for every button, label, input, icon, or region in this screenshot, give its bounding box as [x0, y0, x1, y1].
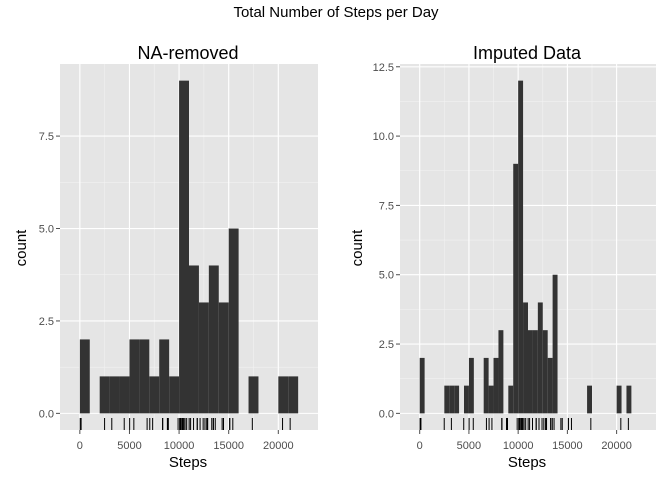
histogram-bar: [159, 339, 170, 414]
histogram-bar: [488, 385, 494, 414]
histogram-bar: [129, 339, 140, 414]
histogram-bar: [616, 385, 622, 414]
histogram-bar: [288, 376, 299, 414]
y-tick-label: 7.5: [39, 131, 54, 143]
histogram-bar: [79, 339, 90, 414]
y-tick-label: 10.0: [373, 131, 394, 143]
histogram-bar: [179, 80, 189, 414]
x-axis-label-na-removed: Steps: [169, 454, 207, 471]
histogram-bar: [547, 357, 553, 414]
x-tick-label: 10000: [503, 440, 534, 452]
panel-title-na-removed: NA-removed: [137, 43, 238, 63]
y-tick-label: 0.0: [379, 408, 394, 420]
y-axis-label-na-removed: count: [13, 229, 30, 267]
histogram-bar: [99, 376, 110, 414]
y-tick-label: 5.0: [39, 224, 54, 236]
x-tick-label: 0: [417, 440, 423, 452]
y-tick-label: 5.0: [379, 270, 394, 282]
histogram-bar: [483, 357, 489, 414]
histogram-bar: [109, 376, 120, 414]
x-tick-label: 15000: [213, 440, 244, 452]
histogram-bar: [228, 228, 239, 414]
histogram-bar: [523, 302, 528, 414]
histogram-bar: [528, 330, 533, 414]
y-tick-label: 2.5: [379, 339, 394, 351]
histogram-bar: [464, 385, 469, 414]
figure-title: Total Number of Steps per Day: [233, 4, 439, 21]
histogram-bar: [468, 357, 474, 414]
histogram-bar: [552, 274, 558, 414]
histogram-bar: [278, 376, 289, 414]
plot-area-imputed-data: 0.0 2.5 5.0 7.5 10.0 12.5 0 5000 10000 15000 20000: [373, 62, 656, 452]
histogram-bar: [444, 385, 450, 414]
histogram-bar: [587, 385, 592, 414]
histogram-bar: [248, 376, 259, 414]
histogram-bar: [498, 330, 504, 414]
x-tick-label: 5000: [117, 440, 141, 452]
histogram-bar: [542, 330, 548, 414]
plot-area-na-removed: 0.0 2.5 5.0 7.5 0 5000 10000 15000 20000: [39, 64, 318, 452]
histogram-bar: [169, 376, 180, 414]
y-tick-label: 2.5: [39, 316, 54, 328]
histogram-bar: [449, 385, 455, 414]
histogram-na-removed: 0.0 2.5 5.0 7.5 0 5000 10000 15000 20000 NA-remo…: [13, 43, 318, 471]
histogram-bar: [149, 376, 160, 414]
histogram-bar: [198, 302, 209, 414]
histogram-bar: [493, 357, 499, 414]
x-tick-label: 0: [77, 440, 83, 452]
histogram-bar: [189, 265, 199, 414]
histogram-bar: [119, 376, 130, 414]
x-tick-label: 15000: [552, 440, 583, 452]
histogram-bar: [626, 385, 632, 414]
histogram-bar: [537, 302, 543, 414]
panel-title-imputed-data: Imputed Data: [473, 43, 582, 63]
y-axis-label-imputed-data: count: [349, 229, 366, 267]
histogram-bar: [532, 330, 538, 414]
y-tick-label: 12.5: [373, 62, 394, 74]
histogram-bar: [513, 163, 519, 414]
histogram-bar: [208, 265, 219, 414]
x-tick-label: 10000: [164, 440, 195, 452]
histogram-bar: [419, 357, 425, 414]
histogram-bar: [508, 385, 514, 414]
x-axis-label-imputed-data: Steps: [508, 454, 546, 471]
histogram-bar: [518, 80, 524, 414]
histogram-bar: [139, 339, 150, 414]
x-tick-label: 20000: [601, 440, 632, 452]
x-tick-label: 5000: [457, 440, 481, 452]
y-tick-label: 0.0: [39, 408, 54, 420]
histogram-bar: [218, 302, 229, 414]
y-tick-label: 7.5: [379, 200, 394, 212]
histogram-bar: [454, 385, 460, 414]
x-tick-label: 20000: [263, 440, 294, 452]
histogram-imputed-data: 0.0 2.5 5.0 7.5 10.0 12.5 0 5000 10000 15000 20000…: [349, 43, 656, 471]
